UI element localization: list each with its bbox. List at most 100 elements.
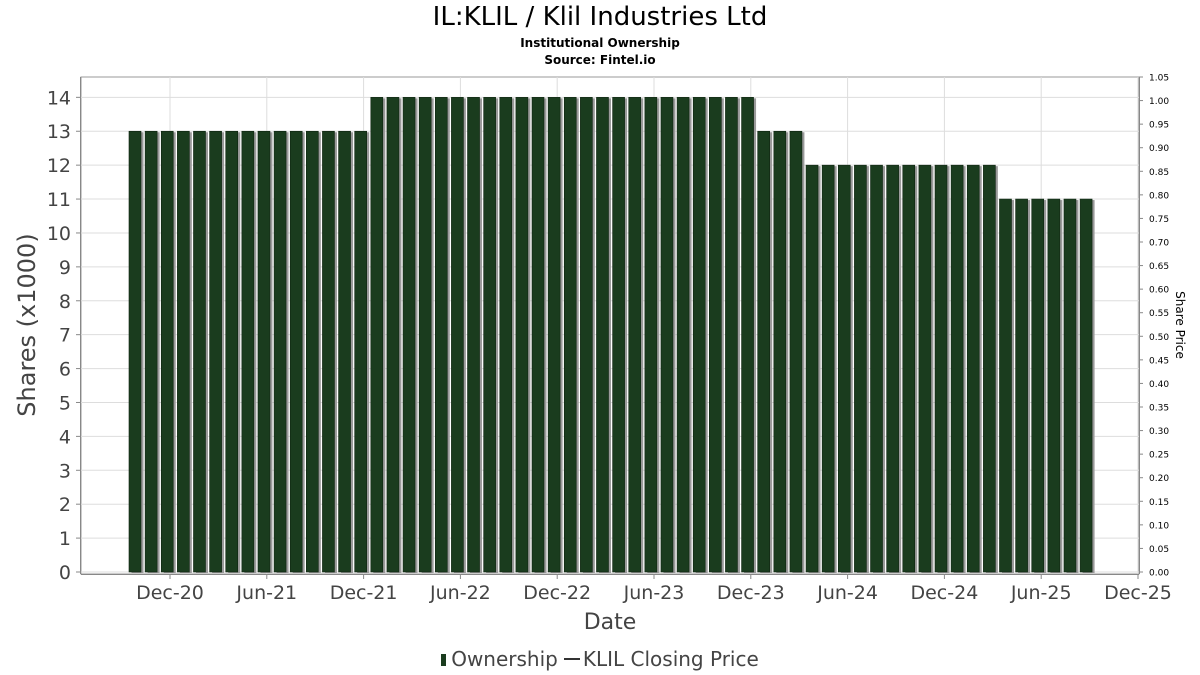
ownership-bar [1015, 198, 1028, 573]
chart-title: IL:KLIL / Klil Industries Ltd [432, 2, 768, 32]
ownership-bar [515, 97, 529, 573]
ownership-bar [966, 164, 980, 573]
ownership-bar [983, 164, 996, 573]
ownership-bar [257, 130, 271, 573]
ownership-bar [934, 164, 948, 573]
y2-tick-label: 0.45 [1149, 356, 1169, 366]
ownership-bar [870, 164, 883, 573]
ownership-bar [692, 97, 706, 573]
ownership-bar [612, 97, 625, 573]
y2-axis-label: Share Price [1173, 291, 1187, 359]
ownership-bar [1047, 198, 1061, 573]
ownership-bar [902, 164, 916, 573]
y2-tick-label: 0.15 [1149, 498, 1169, 508]
x-tick-label: Jun-22 [429, 582, 491, 604]
y2-tick-label: 0.05 [1149, 545, 1169, 555]
y2-tick-label: 0.00 [1149, 569, 1169, 579]
chart-source: Source: Fintel.io [544, 53, 656, 67]
ownership-bar [160, 130, 174, 573]
ownership-bar [338, 130, 351, 573]
ownership-bar [741, 97, 754, 573]
x-tick-label: Jun-21 [235, 582, 297, 604]
ownership-bar [676, 97, 690, 573]
ownership-bar [757, 130, 770, 573]
price-legend-swatch [563, 658, 580, 660]
ownership-bar [1063, 198, 1077, 573]
ownership-bar [886, 164, 899, 573]
ownership-bar [580, 97, 593, 573]
ownership-bar [144, 130, 158, 573]
ownership-bar [193, 130, 206, 573]
ownership-bar [596, 97, 609, 573]
ownership-bar [306, 130, 319, 573]
y-tick-label: 7 [59, 325, 71, 347]
y-tick-label: 12 [47, 155, 71, 177]
ownership-bar [644, 97, 658, 573]
y2-tick-label: 0.60 [1149, 286, 1169, 296]
ownership-bar [999, 198, 1012, 573]
legend-ownership: Ownership [451, 647, 558, 671]
y-tick-label: 9 [59, 257, 71, 279]
y2-tick-label: 0.75 [1149, 215, 1169, 225]
ownership-bar [209, 130, 222, 573]
ownership-bar [451, 97, 464, 573]
y-tick-label: 13 [47, 121, 71, 143]
ownership-bar [418, 97, 432, 573]
ownership-bar [499, 97, 513, 573]
ownership-bar [563, 97, 577, 573]
ownership-bar [225, 130, 239, 573]
ownership-bar [354, 130, 367, 573]
y2-tick-label: 1.05 [1149, 74, 1169, 84]
ownership-bar [950, 164, 964, 573]
ownership-bar [918, 164, 932, 573]
ownership-bar [322, 130, 335, 573]
x-axis: Dec-20 Jun-21 Dec-21 Jun-22 Dec-22 Jun-23 Dec-… [81, 574, 1172, 604]
legend-price: KLIL Closing Price [582, 647, 759, 671]
y2-tick-label: 1.00 [1149, 97, 1169, 107]
ownership-legend-swatch [441, 654, 447, 666]
ownership-bar [531, 97, 545, 573]
chart-subtitle: Institutional Ownership [520, 36, 680, 50]
ownership-bar [709, 97, 722, 573]
ownership-bar [660, 97, 674, 573]
y2-tick-label: 0.50 [1149, 333, 1169, 343]
x-tick-label: Dec-22 [523, 582, 591, 604]
ownership-bar [289, 130, 303, 573]
ownership-bar [821, 164, 835, 573]
ownership-bar [402, 97, 416, 573]
y-tick-label: 1 [59, 528, 71, 550]
ownership-bar [725, 97, 738, 573]
y2-axis: 0.00 0.05 0.10 0.15 0.20 0.25 0.30 0.35 0.40 0.45… [1139, 74, 1169, 579]
y-tick-label: 2 [59, 494, 71, 516]
y2-tick-label: 0.90 [1149, 144, 1169, 154]
x-tick-label: Dec-23 [717, 582, 785, 604]
ownership-bar [434, 97, 448, 573]
ownership-bar [773, 130, 787, 573]
ownership-bar [1031, 198, 1045, 573]
y2-tick-label: 0.30 [1149, 427, 1169, 437]
ownership-bar [370, 97, 384, 573]
y-tick-label: 0 [59, 562, 71, 584]
y-tick-label: 11 [47, 189, 71, 211]
ownership-bar [177, 130, 190, 573]
ownership-bar [628, 97, 642, 573]
ownership-bar [483, 97, 496, 573]
ownership-bar [1079, 198, 1093, 573]
y2-tick-label: 0.95 [1149, 121, 1169, 131]
y2-tick-label: 0.35 [1149, 404, 1169, 414]
y-tick-label: 5 [59, 392, 71, 414]
x-tick-label: Dec-24 [910, 582, 978, 604]
y2-tick-label: 0.85 [1149, 168, 1169, 178]
x-axis-label: Date [584, 610, 637, 635]
y2-tick-label: 0.20 [1149, 474, 1169, 484]
x-tick-label: Jun-24 [816, 582, 878, 604]
y-tick-label: 8 [59, 291, 71, 313]
x-tick-label: Dec-25 [1104, 582, 1172, 604]
legend: Ownership KLIL Closing Price [0, 647, 1200, 671]
y-tick-label: 4 [59, 426, 71, 448]
ownership-bar [273, 130, 287, 573]
y-tick-label: 3 [59, 460, 71, 482]
ownership-bar [467, 97, 480, 573]
